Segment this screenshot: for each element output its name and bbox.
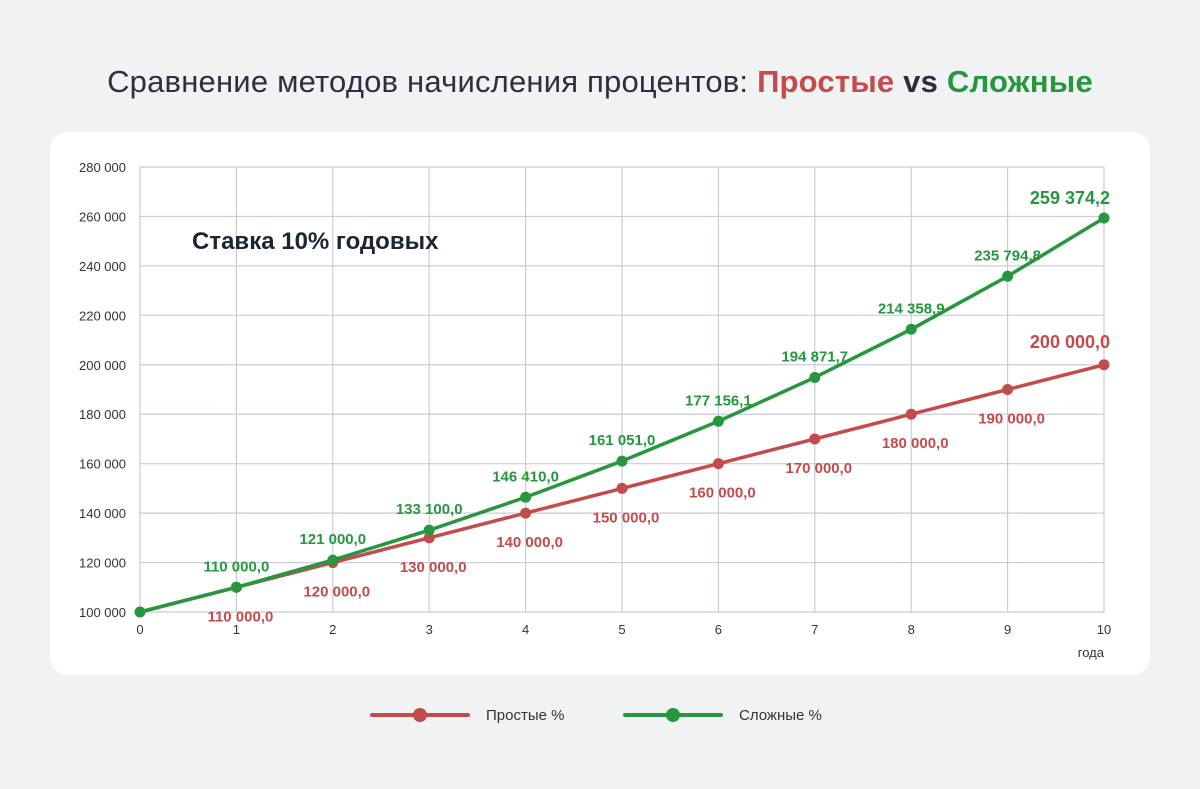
- x-axis-label: года: [1078, 645, 1105, 660]
- y-tick-label: 260 000: [79, 209, 126, 224]
- data-label-simple: 190 000,0: [978, 411, 1045, 428]
- data-point-simple: [520, 507, 532, 519]
- x-tick-label: 8: [908, 622, 915, 637]
- data-point-compound: [1002, 270, 1014, 282]
- data-label-simple: 110 000,0: [207, 608, 273, 625]
- legend-dot-simple-icon: [413, 708, 427, 722]
- legend-dot-compound-icon: [666, 708, 680, 722]
- y-tick-label: 200 000: [79, 358, 126, 373]
- legend-line-compound-icon: [623, 708, 723, 722]
- legend-label-simple: Простые %: [486, 706, 565, 724]
- data-point-compound: [809, 371, 821, 383]
- data-point-simple: [1098, 359, 1110, 371]
- data-label-compound: 121 000,0: [299, 531, 366, 548]
- data-label-simple: 170 000,0: [785, 460, 852, 477]
- data-point-compound: [423, 524, 435, 536]
- data-label-compound: 259 374,2: [1030, 188, 1110, 208]
- x-tick-label: 2: [329, 622, 336, 637]
- data-point-simple: [423, 532, 435, 544]
- title-compound: Сложные: [946, 64, 1093, 99]
- legend-line-simple-icon: [370, 708, 470, 722]
- data-label-compound: 110 000,0: [203, 558, 269, 575]
- x-tick-label: 10: [1097, 622, 1111, 637]
- data-point-compound: [905, 323, 917, 335]
- data-label-simple: 180 000,0: [882, 435, 949, 452]
- title-simple: Простые: [757, 64, 895, 99]
- x-tick-label: 9: [1004, 622, 1011, 637]
- y-tick-label: 160 000: [79, 457, 126, 472]
- data-label-compound: 177 156,1: [685, 392, 752, 409]
- data-label-compound: 235 794,8: [974, 247, 1041, 264]
- legend-item-compound[interactable]: Сложные %: [623, 700, 822, 730]
- data-point-simple: [809, 433, 821, 445]
- data-label-simple: 130 000,0: [400, 559, 467, 576]
- legend-item-simple[interactable]: Простые %: [370, 700, 564, 730]
- data-point-compound: [327, 554, 339, 566]
- x-tick-label: 1: [233, 622, 240, 637]
- data-point-compound: [520, 491, 532, 503]
- chart-legend: Простые % Сложные %: [0, 700, 1200, 730]
- page-title: Сравнение методов начисления процентов: …: [0, 64, 1200, 100]
- y-tick-label: 120 000: [79, 556, 126, 571]
- data-label-simple: 150 000,0: [593, 509, 660, 526]
- x-tick-label: 5: [618, 622, 625, 637]
- x-tick-label: 3: [426, 622, 433, 637]
- y-tick-label: 140 000: [79, 506, 126, 521]
- x-tick-label: 6: [715, 622, 722, 637]
- data-point-compound: [712, 415, 724, 427]
- y-tick-label: 100 000: [79, 605, 126, 620]
- y-tick-label: 280 000: [79, 160, 126, 175]
- y-tick-label: 220 000: [79, 308, 126, 323]
- data-point-simple: [905, 408, 917, 420]
- x-tick-label: 0: [136, 622, 143, 637]
- data-point-compound: [1098, 212, 1110, 224]
- data-label-simple: 200 000,0: [1030, 332, 1110, 352]
- y-tick-label: 240 000: [79, 259, 126, 274]
- rate-annotation: Ставка 10% годовых: [192, 228, 439, 255]
- data-label-compound: 146 410,0: [492, 468, 559, 485]
- data-point-simple: [1002, 384, 1014, 395]
- line-chart: 100 000 120 000 140 000 160 000 180 000 200 0…: [79, 160, 1111, 660]
- data-point-compound: [134, 606, 146, 618]
- data-point-simple: [616, 482, 628, 494]
- data-label-simple: 140 000,0: [496, 534, 563, 551]
- title-prefix: Сравнение методов начисления процентов:: [107, 64, 758, 99]
- x-tick-label: 7: [811, 622, 818, 637]
- data-label-simple: 160 000,0: [689, 485, 756, 502]
- data-label-compound: 194 871,7: [781, 348, 848, 365]
- title-vs: vs: [894, 64, 947, 99]
- x-tick-label: 4: [522, 622, 529, 637]
- data-label-compound: 161 051,0: [589, 432, 656, 449]
- data-point-simple: [712, 458, 724, 470]
- data-label-compound: 214 358,9: [878, 300, 945, 317]
- data-label-compound: 133 100,0: [396, 501, 463, 518]
- y-tick-label: 180 000: [79, 407, 126, 422]
- data-point-compound: [616, 455, 628, 467]
- data-point-compound: [230, 581, 242, 593]
- data-label-simple: 120 000,0: [303, 584, 370, 601]
- legend-label-compound: Сложные %: [739, 706, 822, 724]
